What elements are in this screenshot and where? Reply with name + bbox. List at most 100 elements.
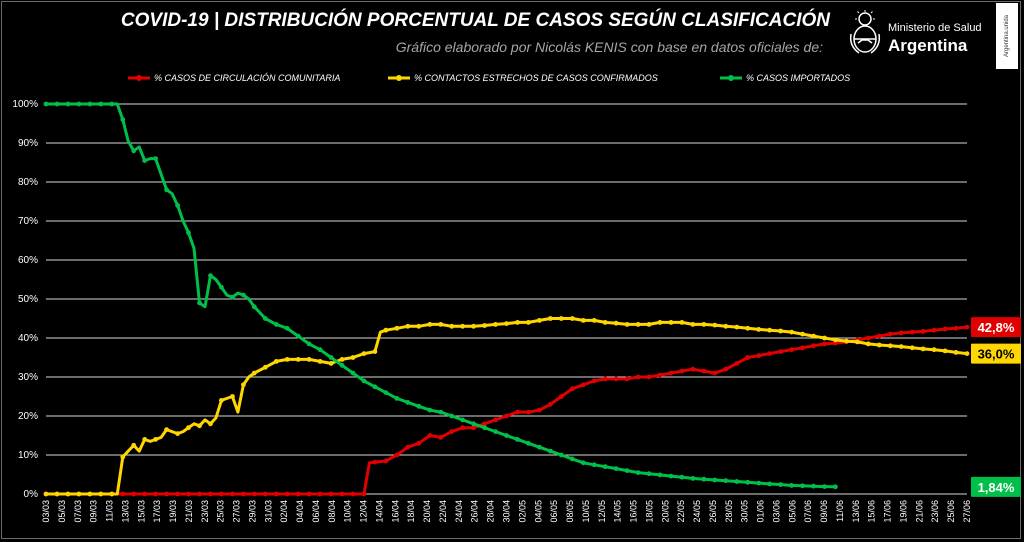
page-subtitle: Gráfico elaborado por Nicolás KENIS con … [395,39,823,55]
data-point [142,158,148,164]
x-tick-label: 23/03 [200,500,210,523]
data-point [175,491,181,497]
data-point [43,101,49,107]
x-tick-label: 08/04 [327,500,337,523]
data-point [372,384,378,390]
data-point [723,366,729,372]
y-tick-label: 100% [12,99,38,110]
data-point [734,479,740,484]
data-point [120,491,126,497]
data-point [230,491,235,497]
x-tick-label: 04/04 [295,500,305,523]
x-tick-label: 15/06 [867,500,877,523]
data-point [109,101,115,107]
data-point [646,374,652,380]
ministry-logo: Ministerio de Salud Argentina [843,8,993,60]
data-point [241,491,246,497]
data-point [208,273,213,278]
x-tick-label: 23/06 [930,500,940,523]
data-point [317,347,323,353]
data-point [953,350,959,355]
data-point [526,320,531,325]
y-tick-label: 0% [24,489,39,500]
data-point [931,347,937,353]
x-tick-label: 24/04 [454,500,464,523]
data-point [471,323,476,329]
data-point [328,355,334,360]
data-point [679,474,685,480]
data-point [197,491,202,497]
data-point [394,396,400,401]
x-tick-label: 26/05 [708,500,718,523]
data-point [548,316,553,321]
data-point [306,491,312,497]
x-tick-label: 19/03 [168,500,178,523]
data-point [811,333,816,339]
data-point [558,394,564,399]
data-point [251,491,257,497]
x-tick-label: 25/06 [946,500,956,523]
data-point [339,357,345,362]
ministry-name: Ministerio de Salud [888,22,982,34]
data-point [690,476,696,481]
data-point [745,325,751,331]
data-point [317,491,323,497]
data-point [197,300,202,306]
data-point [537,444,542,450]
data-point [482,323,487,328]
data-point [131,148,137,154]
data-point [800,331,805,337]
x-tick-label: 17/03 [152,500,162,523]
data-point [580,460,586,466]
data-point [317,359,323,364]
data-point [690,366,696,372]
end-value-label: 42,8% [978,320,1015,335]
data-point [241,292,246,298]
data-point [164,491,170,497]
data-point [197,423,202,429]
data-point [723,478,729,484]
data-point [131,442,137,448]
data-point [471,421,476,427]
data-point [98,101,104,107]
x-tick-label: 03/06 [771,500,781,523]
data-point [756,480,762,486]
data-point [449,429,455,434]
x-tick-label: 28/05 [724,500,734,523]
y-tick-label: 40% [18,333,38,344]
data-point [383,327,389,333]
data-point [76,101,82,107]
data-point [262,316,268,321]
data-point [964,351,970,356]
data-point [273,322,279,327]
data-point [602,376,608,382]
data-point [383,458,389,464]
x-tick-label: 06/04 [311,500,321,523]
x-tick-label: 09/03 [89,500,99,523]
data-point [153,156,159,162]
data-point [383,390,389,395]
data-point [723,323,729,329]
data-point [208,421,213,427]
x-tick-label: 12/05 [597,500,607,523]
data-point [800,345,805,351]
data-point [920,329,926,334]
data-point [109,491,115,497]
data-point [372,459,378,465]
data-point [493,417,498,423]
data-point [219,491,224,497]
x-tick-label: 02/04 [279,500,289,523]
x-tick-label: 06/05 [549,500,559,523]
x-tick-label: 21/03 [184,500,194,523]
x-tick-label: 14/05 [613,500,623,523]
x-tick-label: 11/06 [835,500,845,522]
x-tick-label: 27/06 [962,500,972,523]
legend-entry: % CASOS DE CIRCULACIÓN COMUNITARIA [154,73,340,83]
data-point [515,409,520,415]
data-point [361,491,367,497]
end-value-box [971,476,1021,497]
data-point [745,355,751,360]
x-tick-label: 04/05 [533,500,543,523]
